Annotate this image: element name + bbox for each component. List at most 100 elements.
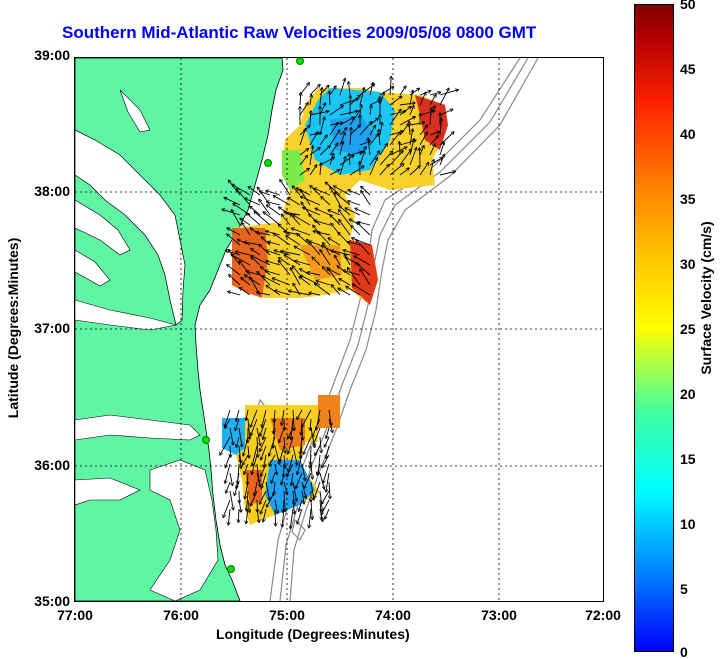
velocity-arrow <box>279 258 291 266</box>
velocity-arrow <box>369 126 375 136</box>
velocity-arrow <box>251 418 258 435</box>
velocity-arrow <box>284 490 285 511</box>
velocity-arrow <box>245 198 261 206</box>
x-tick-label: 72:00 <box>585 607 621 623</box>
velocity-arrow <box>350 128 351 146</box>
colorbar <box>634 4 674 652</box>
velocity-arrow <box>339 111 357 116</box>
velocity-arrow <box>349 110 360 126</box>
velocity-arrow <box>349 166 364 176</box>
velocity-arrow <box>259 200 271 216</box>
velocity-arrow <box>399 149 411 166</box>
velocity-arrow <box>283 481 287 494</box>
velocity-arrow <box>240 219 251 226</box>
velocity-arrow <box>246 508 249 523</box>
velocity-arrow <box>409 106 414 116</box>
velocity-arrow <box>310 454 311 468</box>
velocity-arrow <box>288 427 294 438</box>
colorbar-tick: 15 <box>680 451 696 467</box>
velocity-arrow <box>390 77 391 96</box>
velocity-arrow <box>322 490 330 504</box>
velocity-arrow <box>409 166 420 176</box>
velocity-arrow <box>379 151 392 166</box>
velocity-arrow <box>301 463 305 480</box>
velocity-arrow <box>314 481 321 498</box>
velocity-arrow <box>323 463 330 483</box>
velocity-arrow <box>361 187 371 196</box>
velocity-arrow <box>315 284 331 296</box>
velocity-arrow <box>282 508 285 527</box>
velocity-arrow <box>368 138 371 156</box>
velocity-arrow <box>304 472 312 488</box>
velocity-arrow <box>259 245 271 256</box>
velocity-arrow <box>245 481 249 498</box>
velocity-arrow <box>313 427 321 445</box>
velocity-arrow <box>309 132 318 146</box>
velocity-arrow <box>314 231 331 236</box>
velocity-arrow <box>338 288 351 296</box>
velocity-arrow <box>339 156 354 166</box>
velocity-arrow <box>328 238 341 246</box>
velocity-arrow <box>320 163 321 176</box>
velocity-arrow <box>354 256 371 266</box>
velocity-arrow <box>291 268 301 286</box>
velocity-arrow <box>254 481 258 495</box>
velocity-arrow <box>370 106 371 116</box>
velocity-arrow <box>312 418 321 437</box>
velocity-arrow <box>256 508 259 522</box>
velocity-arrow <box>299 169 309 176</box>
velocity-arrow <box>281 472 285 484</box>
colorbar-title: Surface Velocity (cm/s) <box>698 221 714 375</box>
velocity-arrow <box>248 445 249 458</box>
velocity-arrow <box>316 281 331 286</box>
velocity-arrow <box>301 197 321 206</box>
velocity-arrow <box>369 134 378 146</box>
velocity-arrow <box>250 207 261 216</box>
velocity-arrow <box>299 149 308 156</box>
velocity-arrow <box>339 117 354 126</box>
velocity-arrow <box>256 232 271 236</box>
velocity-arrow <box>299 499 303 511</box>
y-tick-label: 36:00 <box>34 457 70 473</box>
velocity-arrow <box>225 198 241 206</box>
velocity-arrow <box>348 190 361 196</box>
velocity-arrow <box>280 180 291 196</box>
velocity-arrow <box>419 125 427 136</box>
velocity-arrow <box>244 463 249 474</box>
velocity-arrow <box>332 285 341 296</box>
velocity-arrow <box>290 508 294 528</box>
velocity-arrow <box>282 409 285 425</box>
velocity-arrow <box>389 96 402 106</box>
velocity-arrow <box>293 409 294 430</box>
velocity-arrow <box>247 490 248 511</box>
velocity-arrow <box>241 278 251 286</box>
velocity-arrow <box>225 463 231 483</box>
velocity-arrow <box>399 86 406 96</box>
velocity-arrow <box>282 214 291 226</box>
velocity-arrow <box>334 186 351 196</box>
velocity-arrow <box>291 472 294 485</box>
velocity-arrow <box>235 418 240 430</box>
velocity-arrow <box>346 287 361 296</box>
velocity-arrow <box>349 154 350 166</box>
velocity-arrow <box>293 490 294 505</box>
velocity-arrow <box>251 490 258 506</box>
velocity-arrow <box>328 418 333 432</box>
velocity-arrow <box>439 155 444 166</box>
velocity-arrow <box>297 454 303 474</box>
velocity-arrow <box>297 234 311 246</box>
velocity-arrow <box>251 409 258 427</box>
velocity-arrow <box>229 181 241 196</box>
velocity-arrow <box>339 157 346 176</box>
velocity-arrow <box>369 151 379 166</box>
velocity-arrow <box>264 454 267 467</box>
velocity-arrow <box>266 191 281 196</box>
velocity-arrow <box>320 436 321 452</box>
velocity-arrow <box>399 124 409 136</box>
velocity-arrow <box>429 132 439 136</box>
velocity-arrow <box>420 148 421 166</box>
velocity-arrow <box>339 279 351 286</box>
velocity-arrow <box>266 261 281 266</box>
velocity-arrow <box>236 252 251 256</box>
velocity-arrow <box>238 499 241 512</box>
